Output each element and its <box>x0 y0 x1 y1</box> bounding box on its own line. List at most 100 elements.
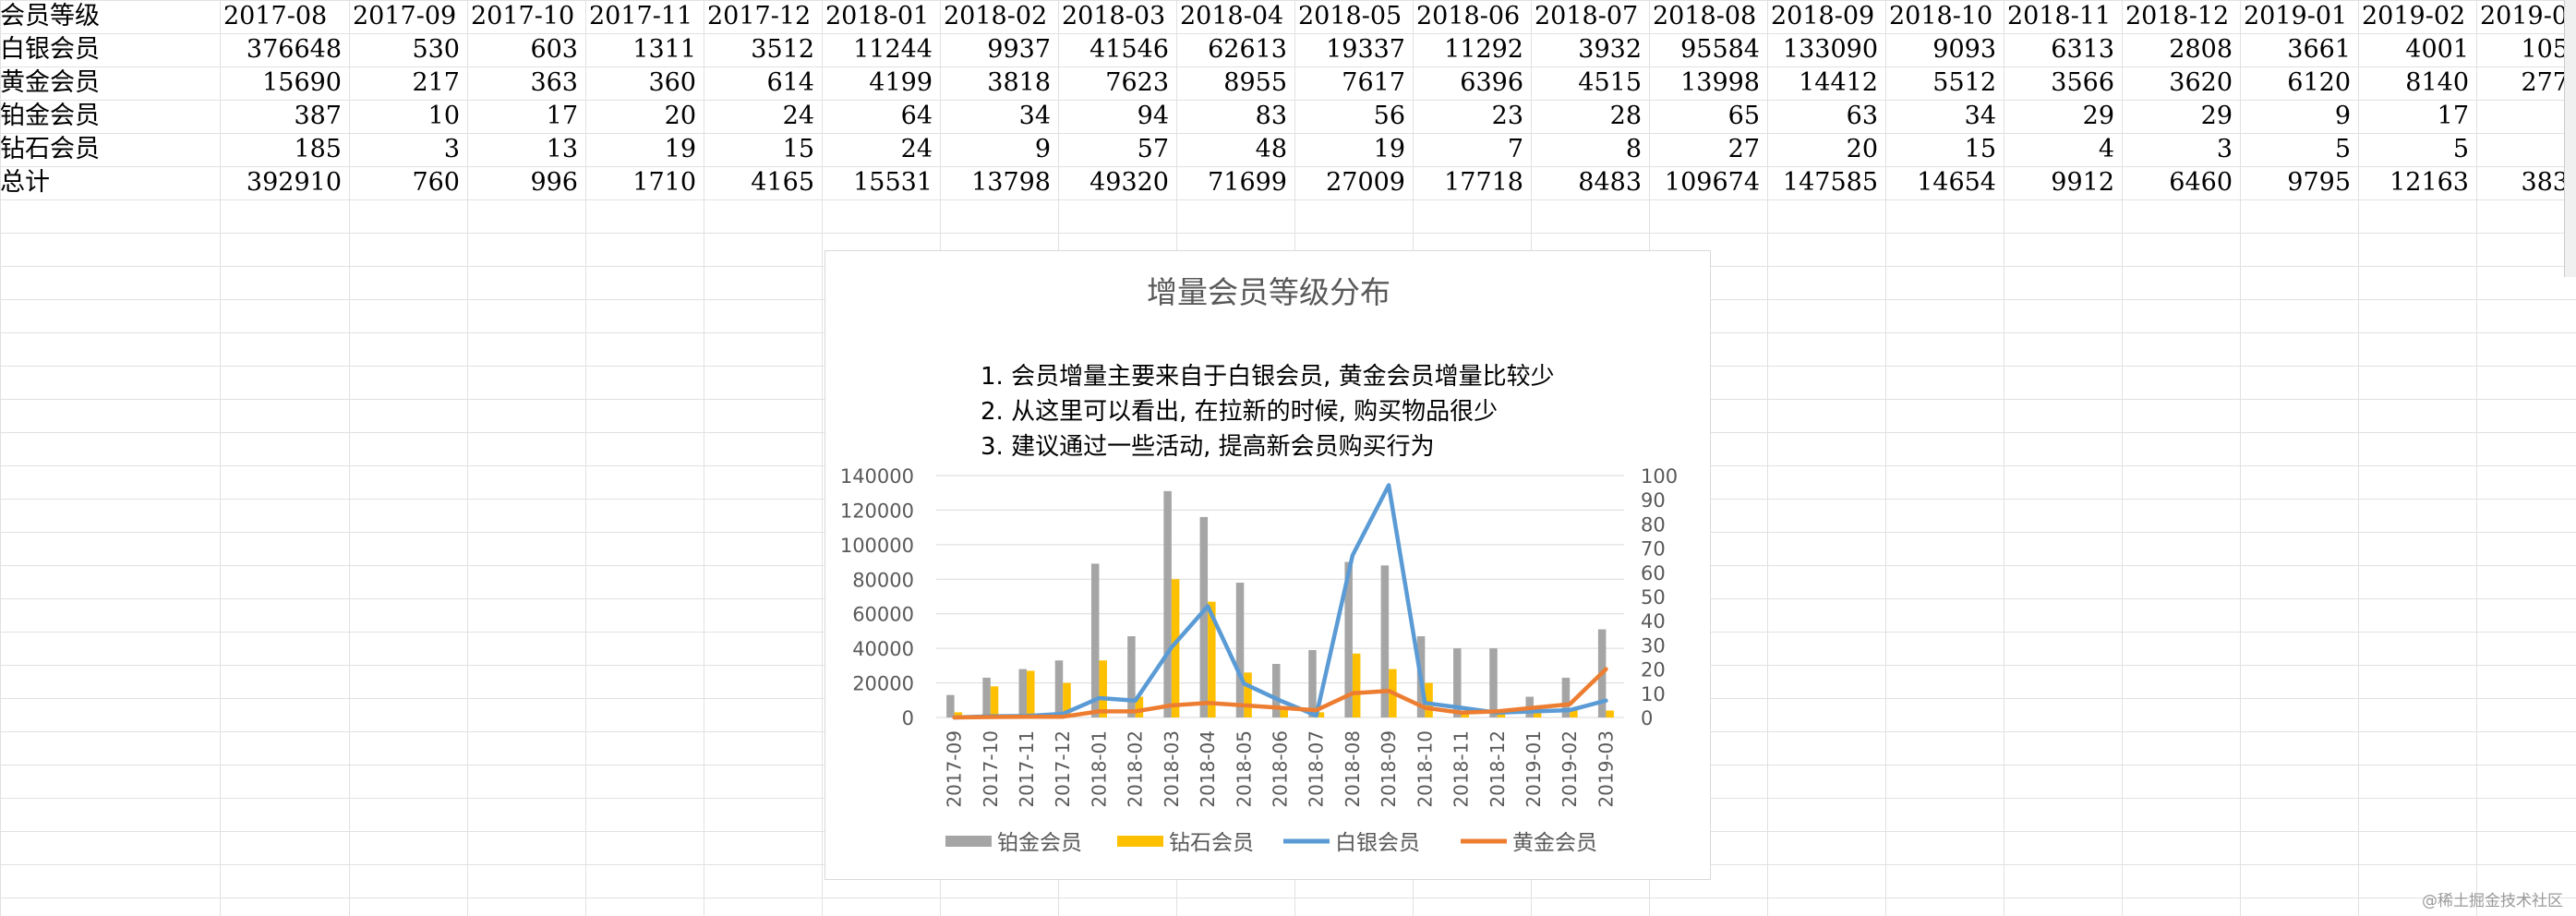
header-cell-month[interactable]: 2019-01 <box>2244 2 2348 30</box>
data-cell[interactable]: 57 <box>1137 135 1169 163</box>
data-cell[interactable]: 3566 <box>2051 68 2114 97</box>
header-cell-month[interactable]: 2018-01 <box>825 2 930 30</box>
data-cell[interactable]: 63 <box>1846 102 1878 130</box>
header-cell-month[interactable]: 2019-02 <box>2362 2 2466 30</box>
data-cell[interactable]: 14654 <box>1917 168 1996 197</box>
data-cell[interactable]: 19 <box>1373 135 1405 163</box>
data-cell[interactable]: 603 <box>530 35 578 64</box>
data-cell[interactable]: 19337 <box>1326 35 1405 64</box>
header-cell-month[interactable]: 2017-12 <box>707 2 812 30</box>
data-cell[interactable]: 71699 <box>1208 168 1287 197</box>
data-cell[interactable]: 614 <box>766 68 814 97</box>
data-cell[interactable]: 9912 <box>2051 168 2114 197</box>
data-cell[interactable]: 8955 <box>1223 68 1287 97</box>
data-cell[interactable]: 6120 <box>2287 68 2351 97</box>
data-cell[interactable]: 48 <box>1255 135 1287 163</box>
data-cell[interactable]: 109674 <box>1664 168 1760 197</box>
chart-area[interactable]: 增量会员等级分布 1. 会员增量主要来自于白银会员, 黄金会员增量比较少 2. 从这… <box>825 250 1711 880</box>
header-cell-month[interactable]: 2018-08 <box>1653 2 1757 30</box>
header-cell-month[interactable]: 2017-11 <box>589 2 693 30</box>
data-cell[interactable] <box>2476 133 2576 166</box>
data-cell[interactable]: 4165 <box>751 168 814 197</box>
data-cell[interactable]: 65 <box>1727 102 1760 130</box>
data-cell[interactable]: 3661 <box>2287 35 2351 64</box>
data-cell[interactable]: 8 <box>1625 135 1642 163</box>
data-cell[interactable]: 4515 <box>1578 68 1642 97</box>
data-cell[interactable]: 392910 <box>246 168 342 197</box>
data-cell[interactable]: 17 <box>546 102 578 130</box>
row-label-cell[interactable]: 总计 <box>0 168 50 197</box>
data-cell[interactable]: 95584 <box>1680 35 1760 64</box>
header-cell-month[interactable]: 2018-04 <box>1180 2 1284 30</box>
data-cell[interactable]: 147585 <box>1782 168 1878 197</box>
data-cell[interactable]: 9 <box>1034 135 1051 163</box>
data-cell[interactable]: 3512 <box>751 35 814 64</box>
data-cell[interactable]: 185 <box>294 135 342 163</box>
data-cell[interactable]: 20 <box>664 102 696 130</box>
row-label-cell[interactable]: 黄金会员 <box>0 68 100 97</box>
data-cell[interactable]: 27 <box>1727 135 1760 163</box>
data-cell[interactable]: 105 <box>2521 35 2569 64</box>
data-cell[interactable]: 3932 <box>1578 35 1642 64</box>
header-cell-month[interactable]: 2018-05 <box>1298 2 1402 30</box>
data-cell[interactable]: 62613 <box>1208 35 1287 64</box>
data-cell[interactable]: 34 <box>1964 102 1996 130</box>
data-cell[interactable]: 5 <box>2334 135 2351 163</box>
data-cell[interactable]: 11292 <box>1444 35 1523 64</box>
data-cell[interactable]: 15531 <box>853 168 933 197</box>
data-cell[interactable]: 8140 <box>2405 68 2469 97</box>
data-cell[interactable]: 217 <box>412 68 460 97</box>
data-cell[interactable]: 4001 <box>2405 35 2469 64</box>
data-cell[interactable]: 360 <box>648 68 696 97</box>
data-cell[interactable]: 20 <box>1846 135 1878 163</box>
data-cell[interactable]: 6396 <box>1460 68 1523 97</box>
header-cell-month[interactable]: 2018-06 <box>1416 2 1521 30</box>
header-cell-month[interactable]: 2017-09 <box>353 2 457 30</box>
header-cell-month[interactable]: 2018-09 <box>1771 2 1875 30</box>
header-cell-month[interactable]: 2019-0 <box>2480 2 2569 30</box>
data-cell[interactable]: 7617 <box>1342 68 1405 97</box>
data-cell[interactable]: 3818 <box>987 68 1051 97</box>
data-cell[interactable]: 13798 <box>971 168 1051 197</box>
data-cell[interactable]: 6460 <box>2169 168 2233 197</box>
data-cell[interactable]: 3620 <box>2169 68 2233 97</box>
data-cell[interactable]: 11244 <box>853 35 933 64</box>
vertical-scrollbar[interactable] <box>2564 0 2576 277</box>
data-cell[interactable]: 29 <box>2200 102 2233 130</box>
data-cell[interactable]: 24 <box>782 102 814 130</box>
header-cell-month[interactable]: 2018-11 <box>2007 2 2112 30</box>
data-cell[interactable]: 3 <box>443 135 460 163</box>
data-cell[interactable]: 376648 <box>246 35 342 64</box>
data-cell[interactable]: 530 <box>412 35 460 64</box>
data-cell[interactable]: 4 <box>2098 135 2114 163</box>
data-cell[interactable]: 1311 <box>632 35 696 64</box>
data-cell[interactable]: 4199 <box>869 68 933 97</box>
data-cell[interactable]: 15690 <box>262 68 342 97</box>
data-cell[interactable]: 277 <box>2521 68 2569 97</box>
header-cell-month[interactable]: 2017-10 <box>471 2 575 30</box>
data-cell[interactable]: 41546 <box>1089 35 1169 64</box>
data-cell[interactable]: 24 <box>900 135 933 163</box>
header-cell-month[interactable]: 2018-12 <box>2125 2 2230 30</box>
data-cell[interactable]: 34 <box>1018 102 1051 130</box>
header-cell-month[interactable]: 2018-02 <box>944 2 1048 30</box>
data-cell[interactable]: 996 <box>530 168 578 197</box>
data-cell[interactable]: 94 <box>1137 102 1169 130</box>
data-cell[interactable]: 49320 <box>1089 168 1169 197</box>
data-cell[interactable]: 64 <box>900 102 933 130</box>
data-cell[interactable]: 13998 <box>1680 68 1760 97</box>
data-cell[interactable]: 7623 <box>1105 68 1169 97</box>
data-cell[interactable]: 15 <box>1964 135 1996 163</box>
data-cell[interactable]: 14412 <box>1799 68 1878 97</box>
header-cell-month[interactable]: 2018-10 <box>1889 2 1993 30</box>
data-cell[interactable] <box>2476 100 2576 133</box>
row-label-cell[interactable]: 白银会员 <box>0 35 100 64</box>
data-cell[interactable]: 29 <box>2082 102 2114 130</box>
data-cell[interactable]: 1710 <box>632 168 696 197</box>
data-cell[interactable]: 5 <box>2452 135 2469 163</box>
data-cell[interactable]: 3 <box>2216 135 2233 163</box>
data-cell[interactable]: 83 <box>1255 102 1287 130</box>
data-cell[interactable]: 363 <box>530 68 578 97</box>
data-cell[interactable]: 6313 <box>2051 35 2114 64</box>
data-cell[interactable]: 2808 <box>2169 35 2233 64</box>
